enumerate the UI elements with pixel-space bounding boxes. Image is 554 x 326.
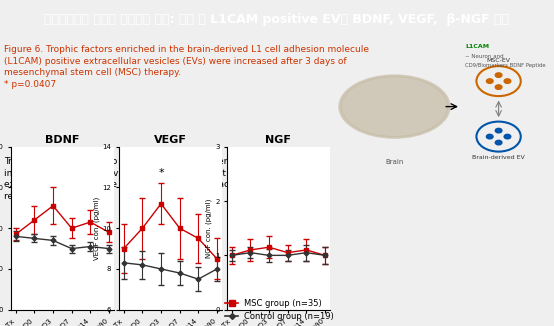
Y-axis label: VEGF con. (pg/ml): VEGF con. (pg/ml) bbox=[93, 197, 100, 260]
Legend: MSC group (n=35), Control group (n=19): MSC group (n=35), Control group (n=19) bbox=[222, 295, 337, 324]
Circle shape bbox=[504, 79, 511, 83]
Text: CD9/Biomarkers BDNF Peptide: CD9/Biomarkers BDNF Peptide bbox=[465, 63, 546, 68]
Title: VEGF: VEGF bbox=[154, 135, 187, 144]
Circle shape bbox=[495, 85, 502, 89]
Text: MSC-EV: MSC-EV bbox=[486, 58, 511, 63]
Text: 임상시료에서 뇌세포 유래물질 분석: 혈장 내 L1CAM positive EV의 BDNF, VEGF,  β-NGF 농도: 임상시료에서 뇌세포 유래물질 분석: 혈장 내 L1CAM positive … bbox=[44, 13, 510, 26]
Text: Figure 6. Trophic factors enriched in the brain-derived L1 cell adhesion molecul: Figure 6. Trophic factors enriched in th… bbox=[4, 45, 369, 89]
Title: BDNF: BDNF bbox=[45, 135, 80, 144]
Text: Brain-derived EV: Brain-derived EV bbox=[472, 155, 525, 160]
Text: ~ Neuron and: ~ Neuron and bbox=[465, 54, 504, 59]
Y-axis label: NGF con. (pg/ml): NGF con. (pg/ml) bbox=[206, 199, 212, 258]
Circle shape bbox=[495, 128, 502, 133]
Title: NGF: NGF bbox=[265, 135, 291, 144]
Text: L1CAM: L1CAM bbox=[465, 44, 490, 49]
Circle shape bbox=[495, 73, 502, 77]
Text: Brain: Brain bbox=[385, 159, 404, 165]
Circle shape bbox=[486, 79, 493, 83]
Ellipse shape bbox=[339, 75, 450, 138]
Text: *: * bbox=[158, 168, 164, 178]
Circle shape bbox=[486, 134, 493, 139]
Circle shape bbox=[504, 134, 511, 139]
Text: Trophic factors related to neuronal recovery after stroke were increased
in the : Trophic factors related to neuronal reco… bbox=[4, 157, 330, 201]
Circle shape bbox=[495, 140, 502, 145]
